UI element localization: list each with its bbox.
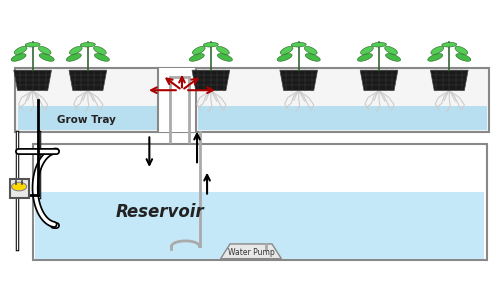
Ellipse shape: [454, 46, 467, 54]
Polygon shape: [430, 70, 467, 91]
Ellipse shape: [217, 54, 232, 61]
Ellipse shape: [39, 54, 54, 61]
Ellipse shape: [305, 54, 320, 61]
Ellipse shape: [14, 46, 27, 54]
Polygon shape: [280, 70, 317, 91]
Ellipse shape: [291, 42, 306, 47]
Ellipse shape: [280, 46, 293, 54]
Ellipse shape: [38, 46, 51, 54]
Bar: [33, 144, 486, 260]
Polygon shape: [69, 70, 106, 91]
Ellipse shape: [94, 54, 109, 61]
Ellipse shape: [203, 42, 218, 47]
Polygon shape: [14, 70, 52, 91]
Ellipse shape: [430, 46, 443, 54]
Polygon shape: [360, 70, 397, 91]
Text: Grow Tray: Grow Tray: [57, 115, 116, 125]
Ellipse shape: [25, 42, 40, 47]
Ellipse shape: [80, 42, 95, 47]
Ellipse shape: [360, 46, 373, 54]
Ellipse shape: [277, 54, 292, 61]
Ellipse shape: [441, 42, 456, 47]
Ellipse shape: [357, 54, 372, 61]
Ellipse shape: [304, 46, 317, 54]
Ellipse shape: [66, 54, 81, 61]
Bar: [198, 106, 486, 130]
Ellipse shape: [192, 46, 205, 54]
Ellipse shape: [11, 54, 26, 61]
Text: Water Pump: Water Pump: [227, 248, 274, 257]
Circle shape: [12, 182, 27, 191]
Bar: [10, 179, 29, 198]
Bar: [18, 106, 158, 130]
Polygon shape: [220, 244, 281, 259]
Ellipse shape: [427, 54, 442, 61]
Bar: [15, 68, 488, 132]
Ellipse shape: [384, 46, 397, 54]
Text: Reservoir: Reservoir: [115, 203, 204, 221]
Bar: [158, 68, 195, 132]
Ellipse shape: [69, 46, 82, 54]
Ellipse shape: [93, 46, 106, 54]
Bar: [35, 192, 483, 259]
Ellipse shape: [216, 46, 229, 54]
Ellipse shape: [385, 54, 400, 61]
Ellipse shape: [189, 54, 204, 61]
Ellipse shape: [371, 42, 386, 47]
Ellipse shape: [455, 54, 470, 61]
Polygon shape: [191, 70, 229, 91]
